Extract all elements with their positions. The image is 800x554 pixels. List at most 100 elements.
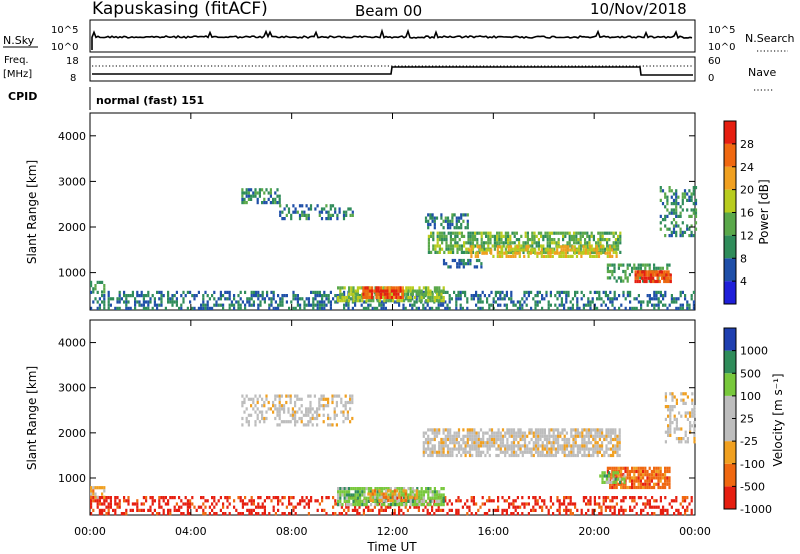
range-cell xyxy=(358,294,361,298)
range-cell xyxy=(228,294,231,298)
range-cell xyxy=(692,234,695,238)
range-cell xyxy=(458,258,461,263)
range-cell xyxy=(681,230,684,234)
range-cell xyxy=(575,238,578,242)
range-cell xyxy=(420,299,423,303)
range-cell xyxy=(686,395,689,399)
range-cell xyxy=(322,413,325,417)
range-cell xyxy=(574,502,577,506)
range-cell xyxy=(398,498,401,503)
range-cell xyxy=(351,416,354,421)
range-cell xyxy=(609,447,612,451)
range-cell xyxy=(243,191,246,195)
range-cell xyxy=(666,469,669,474)
range-cell xyxy=(118,300,121,304)
range-cell xyxy=(679,205,682,209)
range-cell xyxy=(384,508,387,512)
range-cell xyxy=(337,499,340,503)
range-cell xyxy=(409,286,412,290)
range-cell xyxy=(351,397,354,401)
range-cell xyxy=(609,441,612,445)
range-cell xyxy=(398,487,401,491)
range-cell xyxy=(405,289,408,293)
range-cell xyxy=(169,300,172,304)
range-cell xyxy=(650,479,653,483)
range-cell xyxy=(661,482,664,486)
range-cell xyxy=(272,400,275,405)
range-cell xyxy=(415,492,418,496)
range-cell xyxy=(584,241,587,245)
range-cell xyxy=(478,258,481,263)
range-cell xyxy=(449,219,452,223)
range-cell xyxy=(145,499,148,503)
range-cell xyxy=(352,499,355,503)
range-cell xyxy=(517,434,520,438)
range-cell xyxy=(690,208,693,212)
range-cell xyxy=(688,214,691,218)
range-cell xyxy=(586,244,589,248)
range-cell xyxy=(433,499,436,503)
range-cell xyxy=(385,299,388,303)
range-cell xyxy=(494,300,497,304)
range-cell xyxy=(112,297,115,301)
range-cell xyxy=(664,192,667,196)
range-cell xyxy=(449,226,452,230)
range-cell xyxy=(585,444,588,448)
range-cell xyxy=(429,299,432,303)
range-cell xyxy=(489,234,492,238)
range-cell xyxy=(531,234,534,238)
range-cell xyxy=(241,194,244,198)
range-cell xyxy=(426,512,429,516)
range-cell xyxy=(664,482,667,486)
range-cell xyxy=(664,485,667,490)
range-cell xyxy=(453,258,457,263)
range-cell xyxy=(559,434,562,438)
range-cell xyxy=(666,466,669,470)
range-cell xyxy=(572,441,575,445)
range-cell xyxy=(331,400,334,405)
range-cell xyxy=(515,247,518,251)
range-cell xyxy=(660,270,664,274)
range-cell xyxy=(259,496,262,500)
range-cell xyxy=(603,480,606,484)
range-cell xyxy=(347,207,350,211)
range-cell xyxy=(666,512,669,516)
range-cell xyxy=(250,404,253,408)
range-cell xyxy=(427,250,430,254)
range-cell xyxy=(617,241,620,245)
range-cell xyxy=(557,231,560,235)
range-cell xyxy=(416,499,419,503)
range-cell xyxy=(90,499,93,503)
range-cell xyxy=(529,244,532,248)
range-cell xyxy=(149,505,152,509)
range-cell xyxy=(612,480,615,484)
range-cell xyxy=(169,297,172,301)
range-cell xyxy=(381,487,384,491)
range-cell xyxy=(433,428,436,432)
range-cell xyxy=(118,306,121,310)
range-cell xyxy=(599,241,602,245)
range-cell xyxy=(504,431,507,435)
range-cell xyxy=(348,499,351,503)
range-cell xyxy=(383,299,386,303)
range-cell xyxy=(427,503,430,507)
range-cell xyxy=(538,300,541,304)
range-cell xyxy=(490,437,494,442)
range-cell xyxy=(258,420,261,424)
range-cell xyxy=(462,437,465,442)
range-cell xyxy=(624,269,627,274)
range-cell xyxy=(579,434,582,438)
range-cell xyxy=(98,496,101,500)
range-cell xyxy=(175,290,178,294)
range-cell xyxy=(365,306,368,310)
range-cell xyxy=(585,428,588,432)
range-cell xyxy=(134,306,137,310)
range-cell xyxy=(340,410,343,414)
range-cell xyxy=(134,300,137,304)
range-cell xyxy=(239,306,242,310)
range-cell xyxy=(272,201,275,205)
range-cell xyxy=(131,508,134,512)
range-cell xyxy=(329,423,332,427)
range-cell xyxy=(664,195,667,199)
range-cell xyxy=(257,294,260,298)
